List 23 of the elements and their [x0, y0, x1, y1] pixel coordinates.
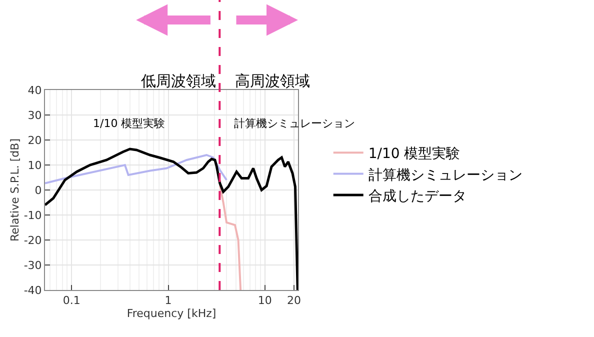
- x-tick-label: 0.1: [62, 294, 80, 308]
- y-tick-label: 20: [28, 134, 42, 147]
- y-tick-label: 40: [28, 84, 42, 97]
- y-tick-label: -40: [24, 284, 42, 297]
- legend-label: 合成したデータ: [368, 188, 466, 204]
- y-tick-label: 30: [28, 108, 42, 122]
- annotation: 計算機シミュレーション: [234, 117, 355, 130]
- legend-label: 1/10 模型実験: [368, 146, 460, 162]
- legend-label: 計算機シミュレーション: [368, 167, 522, 184]
- x-tick-label: 1: [164, 294, 172, 308]
- y-tick-label: -20: [24, 234, 42, 247]
- x-tick-label: 20: [287, 294, 301, 308]
- line-series: [218, 184, 242, 290]
- y-axis-title: Relative S.P.L. [dB]: [8, 138, 22, 242]
- y-tick-label: -30: [24, 258, 42, 272]
- annotation: 低周波領域: [141, 72, 216, 90]
- y-tick-label: 0: [34, 184, 42, 197]
- x-tick-label: 10: [258, 294, 272, 308]
- x-axis-title: Frequency [kHz]: [126, 307, 216, 320]
- annotation: 高周波領域: [235, 72, 310, 90]
- y-tick-label: 10: [28, 158, 42, 172]
- annotation: 1/10 模型実験: [93, 117, 166, 130]
- y-tick-label: -10: [24, 208, 42, 222]
